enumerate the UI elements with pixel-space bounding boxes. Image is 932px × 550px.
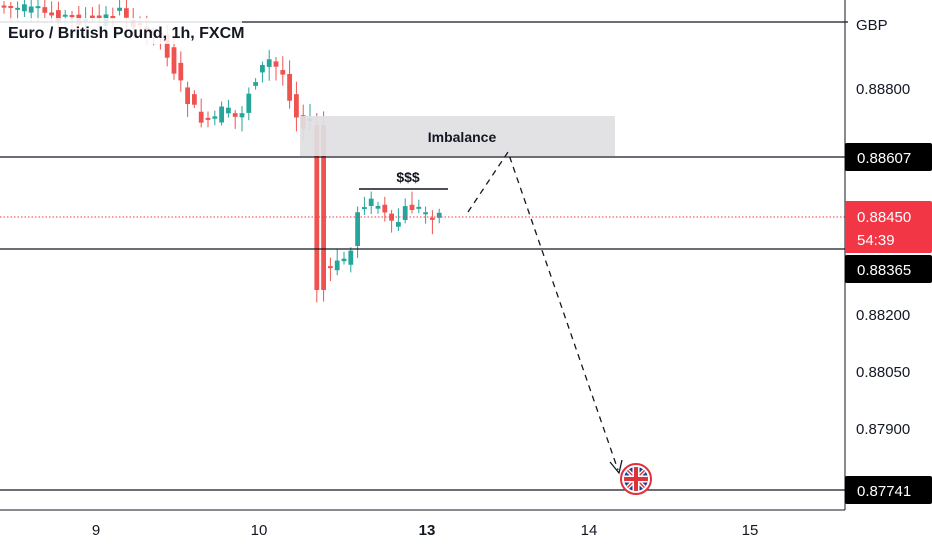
candle-body-8 xyxy=(56,10,61,23)
x-tick-9: 9 xyxy=(92,522,100,539)
candle-body-28 xyxy=(192,94,197,105)
candle-body-38 xyxy=(260,64,265,73)
candle-body-62 xyxy=(423,212,428,215)
candle-body-53 xyxy=(362,207,367,210)
candle-body-30 xyxy=(205,117,211,120)
candle-body-34 xyxy=(232,113,238,117)
x-tick-15: 15 xyxy=(742,522,759,539)
uk-flag-icon xyxy=(620,463,652,495)
projection-path xyxy=(467,150,619,471)
candle-body-13 xyxy=(90,15,95,18)
candle-body-7 xyxy=(49,12,54,16)
candle-body-24 xyxy=(164,34,170,58)
candle-body-27 xyxy=(185,87,190,104)
svg-text:0.88450: 0.88450 xyxy=(857,209,911,226)
candle-body-42 xyxy=(287,74,292,101)
candle-body-35 xyxy=(239,113,245,118)
candle-body-59 xyxy=(402,206,408,221)
candle-body-57 xyxy=(389,213,394,221)
current-price-tag: 0.88450 54:39 xyxy=(845,201,932,253)
candle-body-26 xyxy=(178,62,184,81)
candle-body-2 xyxy=(15,7,20,10)
candle-body-14 xyxy=(96,15,102,19)
candle-body-60 xyxy=(409,204,415,210)
candle-body-1 xyxy=(8,6,14,9)
candle-body-48 xyxy=(328,266,333,269)
svg-text:0.88607: 0.88607 xyxy=(857,150,911,167)
y-tick-0: 0.88800 xyxy=(856,81,910,98)
candle-body-54 xyxy=(368,198,374,206)
candle-body-51 xyxy=(348,250,354,265)
candle-body-29 xyxy=(198,111,204,123)
candle-body-61 xyxy=(416,206,422,209)
level-tag-88607: 0.88607 xyxy=(845,143,932,171)
candle-body-58 xyxy=(396,222,401,227)
candle-body-37 xyxy=(253,82,258,86)
currency-label: GBP xyxy=(856,17,888,34)
candle-body-50 xyxy=(341,258,347,262)
liquidity-label: $$$ xyxy=(396,169,420,185)
candle-body-40 xyxy=(273,61,279,67)
candle-body-36 xyxy=(246,93,252,113)
svg-text:0.88365: 0.88365 xyxy=(857,262,911,279)
imbalance-zone[interactable] xyxy=(300,116,615,156)
title-backdrop xyxy=(0,18,242,44)
y-tick-1: 0.88200 xyxy=(856,307,910,324)
candle-body-16 xyxy=(110,16,116,19)
level-tag-87741: 0.87741 xyxy=(845,476,932,504)
candle-body-9 xyxy=(62,14,68,17)
y-tick-2: 0.88050 xyxy=(856,364,910,381)
candle-body-18 xyxy=(124,8,129,18)
candle-body-4 xyxy=(28,6,34,13)
svg-text:54:39: 54:39 xyxy=(857,232,895,249)
candle-body-52 xyxy=(355,212,360,247)
candle-body-55 xyxy=(375,205,381,209)
level-tag-88365: 0.88365 xyxy=(845,255,932,283)
candle-body-32 xyxy=(219,106,224,123)
candle-body-6 xyxy=(42,7,48,13)
y-tick-3: 0.87900 xyxy=(856,421,910,438)
candle-body-46 xyxy=(314,125,320,290)
candle-body-31 xyxy=(212,116,218,119)
candle-body-64 xyxy=(436,212,442,218)
candle-body-33 xyxy=(226,107,231,114)
candle-body-5 xyxy=(35,6,41,9)
candle-body-56 xyxy=(382,204,388,213)
candle-body-17 xyxy=(117,7,122,11)
x-tick-10: 10 xyxy=(251,522,268,539)
chart-title: Euro / British Pound, 1h, FXCM xyxy=(8,25,244,42)
candle-body-63 xyxy=(430,217,435,220)
imbalance-label: Imbalance xyxy=(428,129,497,145)
candle-body-43 xyxy=(294,94,299,118)
candle-body-25 xyxy=(171,47,177,74)
candle-body-10 xyxy=(69,15,75,18)
candle-body-41 xyxy=(280,70,286,75)
candle-body-47 xyxy=(321,125,326,290)
candle-body-39 xyxy=(266,59,272,67)
projection-arrowhead xyxy=(609,459,623,475)
x-tick-13: 13 xyxy=(419,522,436,539)
candle-body-0 xyxy=(1,5,7,8)
candle-body-3 xyxy=(22,4,27,12)
candle-body-49 xyxy=(334,260,340,271)
x-tick-14: 14 xyxy=(581,522,598,539)
svg-text:0.87741: 0.87741 xyxy=(857,483,911,500)
